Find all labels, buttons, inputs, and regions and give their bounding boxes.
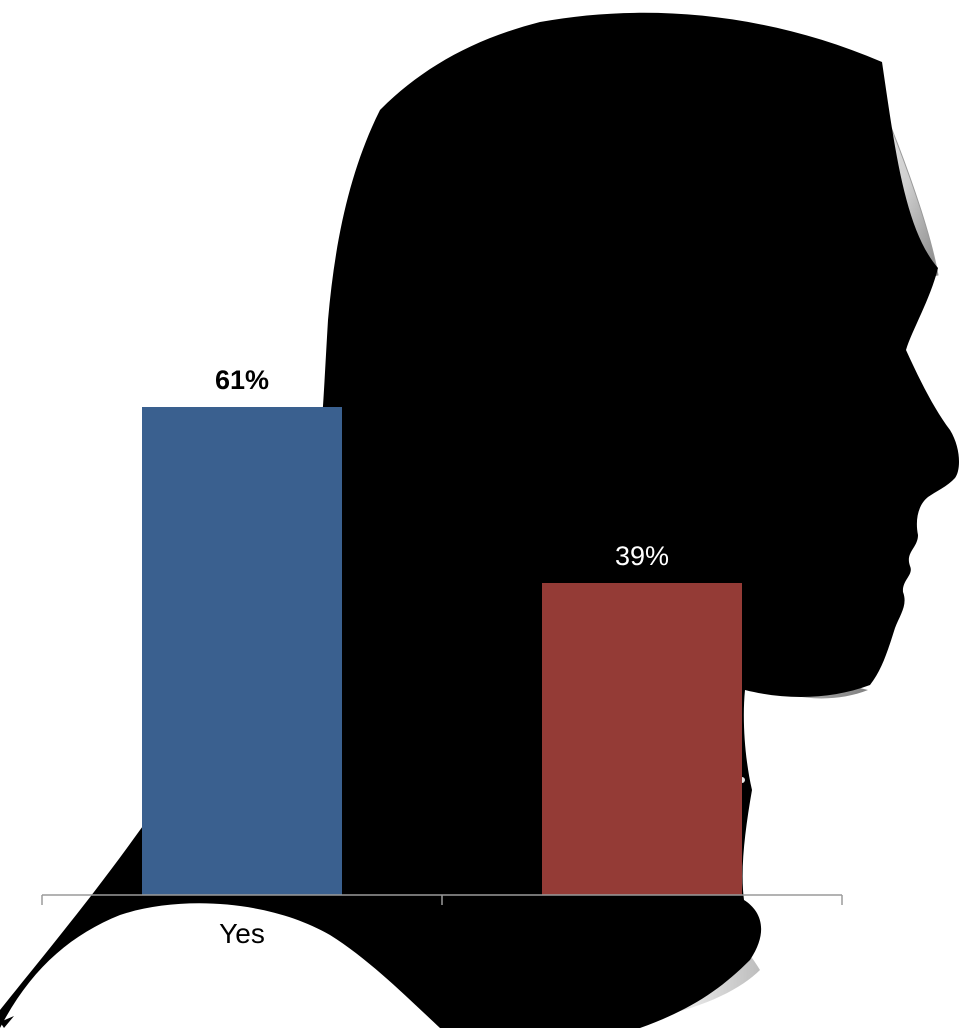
data-label-no: 39%: [615, 541, 669, 571]
x-axis: [41, 894, 843, 905]
bar-no: [542, 583, 742, 895]
data-label-yes: 61%: [215, 365, 269, 395]
x-tick-label-yes: Yes: [219, 918, 265, 949]
bar-yes: [142, 407, 342, 895]
labels-group: 61% Yes 39% No: [215, 365, 669, 949]
x-tick-label-no: No: [624, 918, 660, 949]
bars-group: [142, 407, 742, 895]
